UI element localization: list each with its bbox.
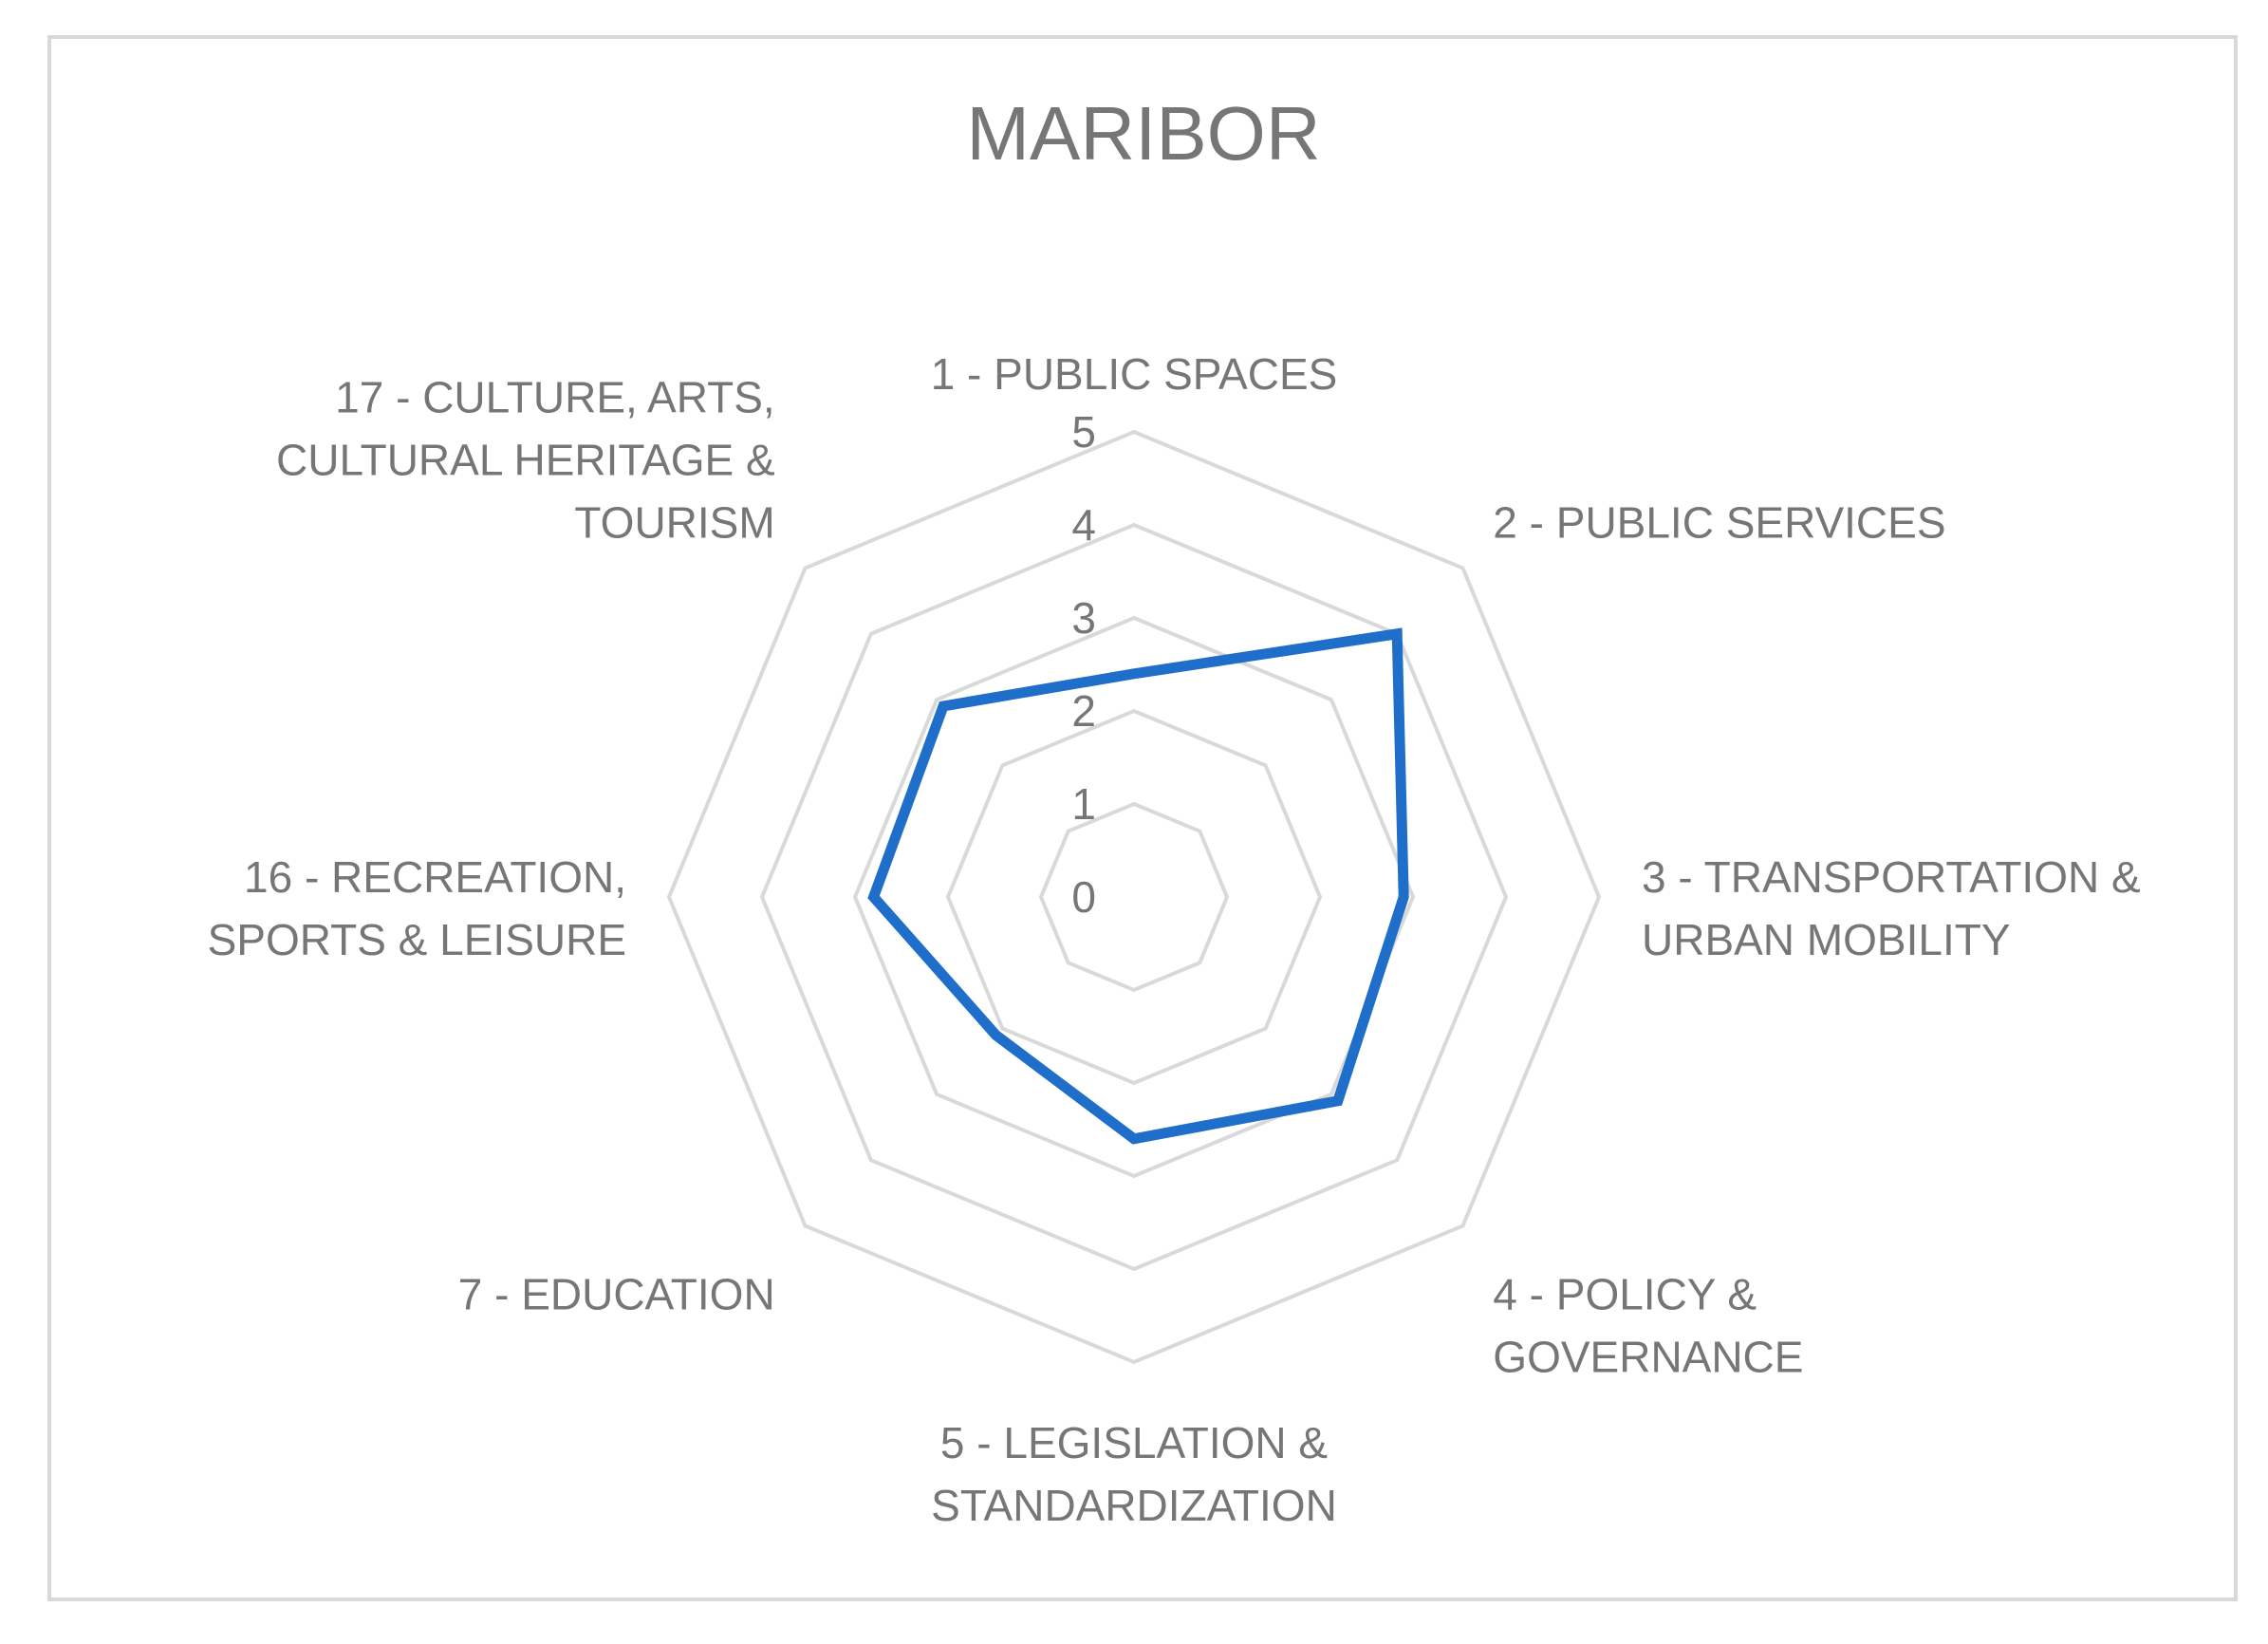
data-point-4: [1129, 1133, 1139, 1144]
category-label-line: STANDARDIZATION: [931, 1481, 1337, 1530]
category-label-5: 7 - EDUCATION: [458, 1269, 775, 1318]
grid-ring-5: [666, 429, 1602, 1365]
data-point-3: [1332, 1095, 1343, 1106]
category-label-0: 1 - PUBLIC SPACES: [931, 349, 1338, 399]
data-point-0: [1129, 668, 1139, 679]
category-label-line: 2 - PUBLIC SERVICES: [1493, 498, 1945, 548]
grid-ring-2: [945, 708, 1323, 1086]
category-label-6: 16 - RECREATION, SPORTS & LEISURE: [208, 852, 626, 964]
grid-ring-4: [759, 522, 1509, 1272]
tick-label-3: 3: [1071, 593, 1096, 643]
data-point-6: [868, 892, 879, 902]
category-label-line: URBAN MOBILITY: [1642, 915, 2011, 964]
grid-ring-1: [1038, 801, 1230, 993]
data-point-1: [1392, 628, 1403, 639]
category-label-line: CULTURAL HERITAGE &: [276, 436, 775, 485]
tick-label-0: 0: [1071, 872, 1096, 922]
category-label-line: 17 - CULTURE, ARTS,: [335, 373, 775, 422]
category-label-1: 2 - PUBLIC SERVICES: [1493, 498, 1945, 548]
category-label-line: 7 - EDUCATION: [458, 1269, 775, 1318]
category-label-line: 16 - RECREATION,: [244, 852, 626, 902]
category-label-line: 1 - PUBLIC SPACES: [931, 349, 1338, 399]
category-label-2: 3 - TRANSPORTATION & URBAN MOBILITY: [1642, 852, 2141, 964]
data-point-5: [991, 1030, 1001, 1040]
chart-title: MARIBOR: [966, 91, 1320, 176]
category-label-line: SPORTS & LEISURE: [208, 915, 626, 964]
radar-series: [867, 627, 1409, 1145]
radar-grid: [666, 429, 1602, 1365]
category-label-line: 3 - TRANSPORTATION &: [1642, 852, 2141, 902]
category-label-line: TOURISM: [574, 498, 774, 548]
tick-label-1: 1: [1071, 779, 1096, 829]
category-label-3: 4 - POLICY & GOVERNANCE: [1493, 1269, 1803, 1381]
category-label-line: 5 - LEGISLATION &: [940, 1418, 1328, 1467]
data-point-2: [1399, 892, 1409, 902]
category-label-7: 17 - CULTURE, ARTS, CULTURAL HERITAGE & TO…: [276, 373, 775, 548]
category-labels: 1 - PUBLIC SPACES 2 - PUBLIC SERVICES 3 - …: [208, 349, 2141, 1530]
tick-label-4: 4: [1071, 500, 1096, 550]
tick-label-2: 2: [1071, 686, 1096, 736]
chart-frame: [47, 35, 2238, 1601]
data-point-7: [939, 701, 948, 711]
grid-ring-3: [852, 615, 1416, 1179]
radial-tick-labels: 0 1 2 3 4 5: [1071, 407, 1096, 922]
category-label-line: GOVERNANCE: [1493, 1332, 1803, 1381]
category-label-4: 5 - LEGISLATION & STANDARDIZATION: [931, 1418, 1337, 1530]
tick-label-5: 5: [1071, 407, 1096, 457]
category-label-line: 4 - POLICY &: [1493, 1269, 1757, 1318]
